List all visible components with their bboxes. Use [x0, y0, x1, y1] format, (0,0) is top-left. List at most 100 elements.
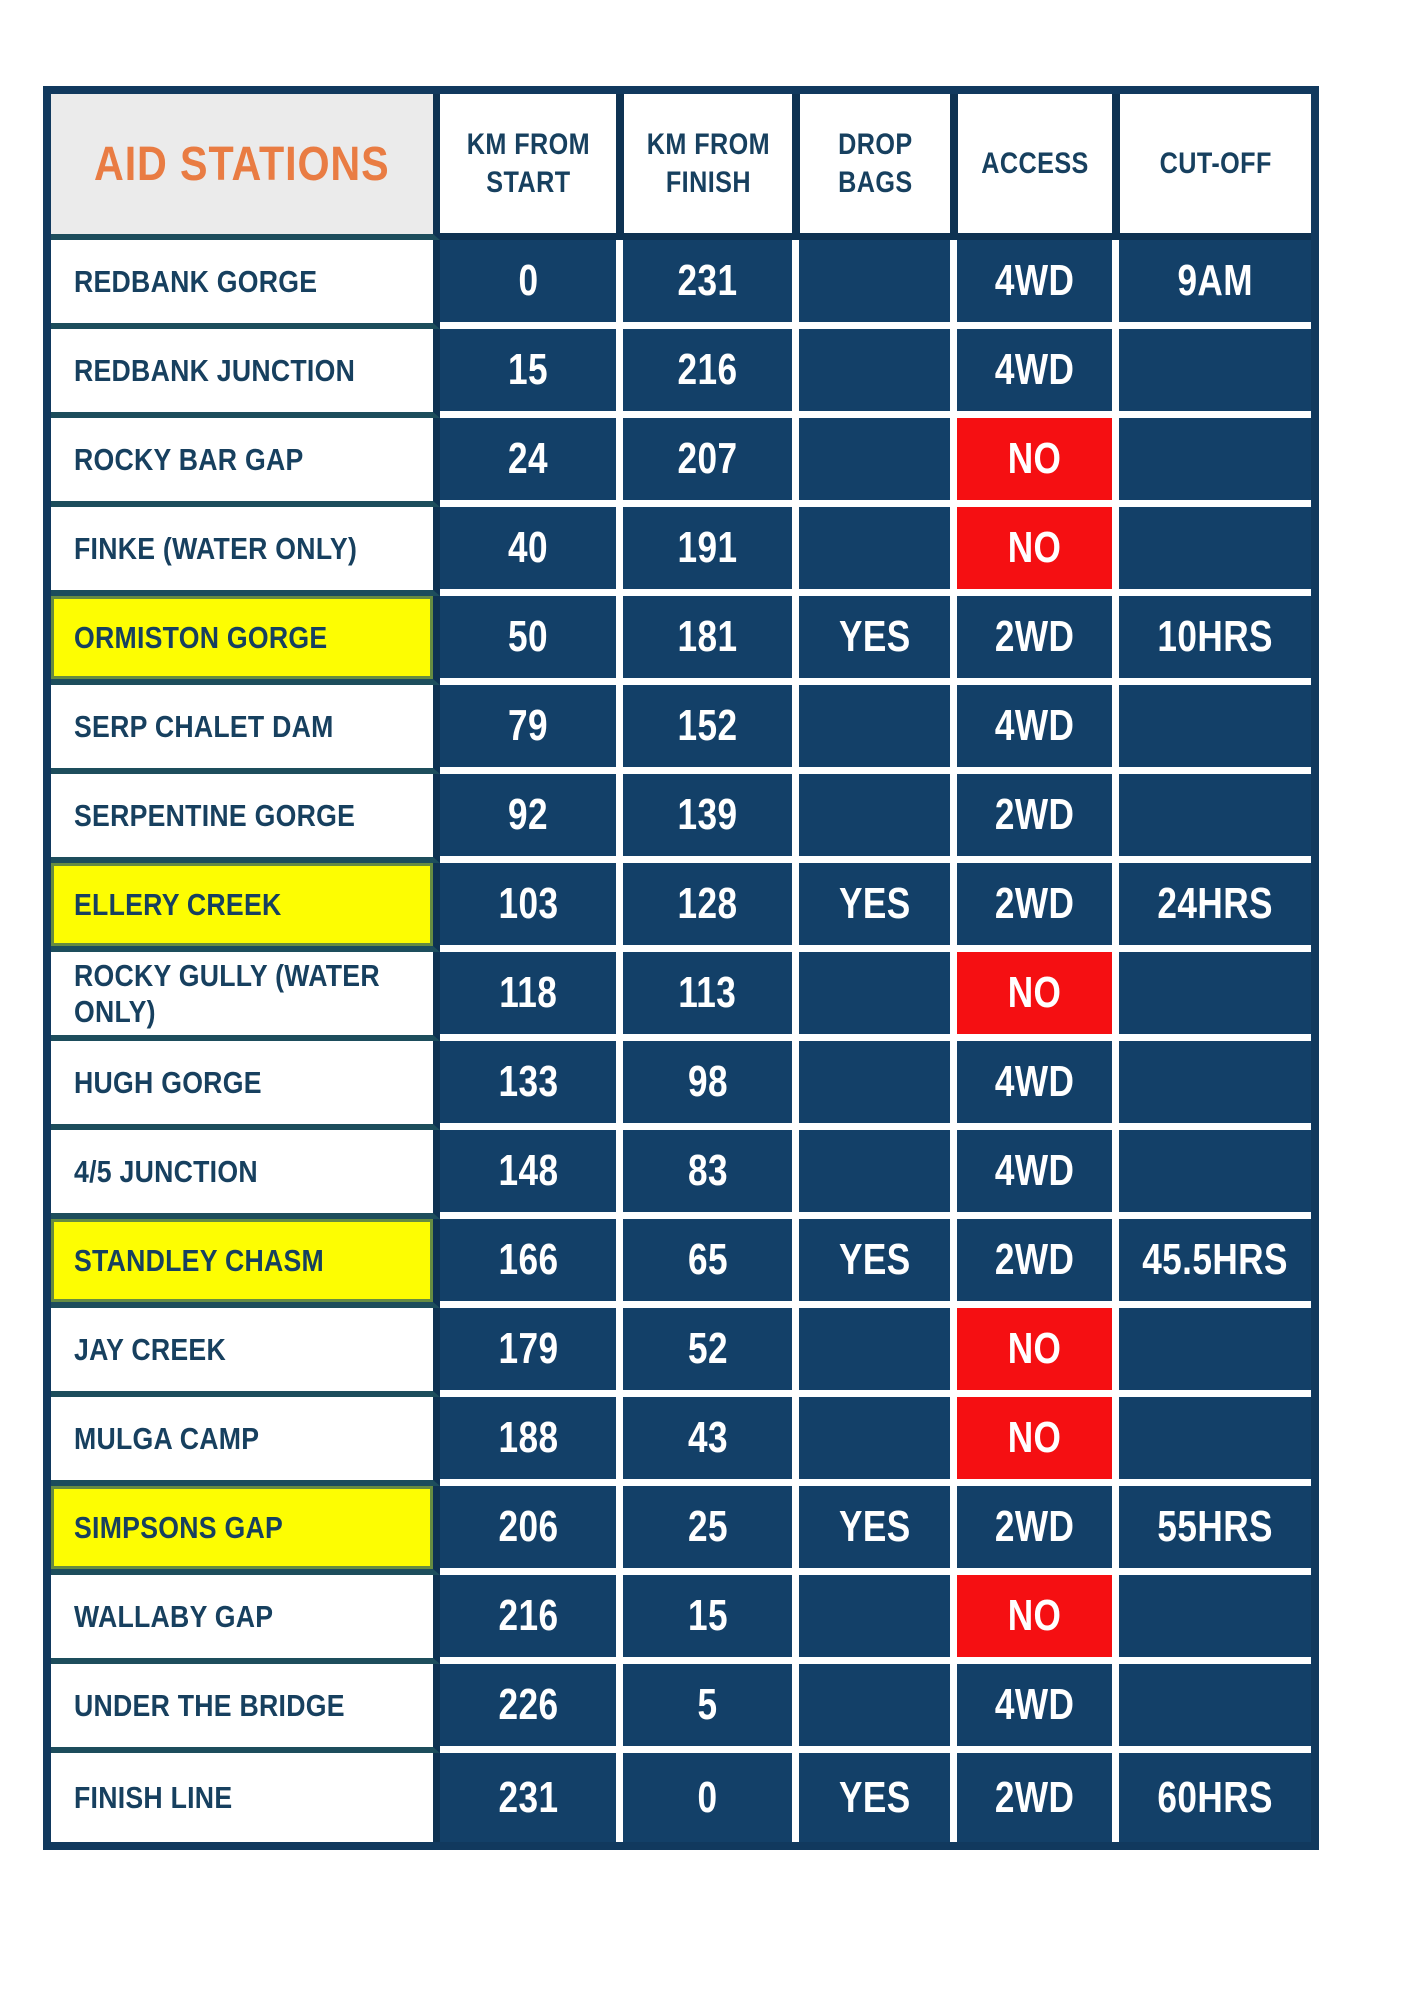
access-cell: NO [950, 1575, 1112, 1664]
station-name-cell: HUGH GORGE [51, 1041, 440, 1130]
km-from-start-value: 15 [508, 345, 548, 394]
access-cell: 2WD [950, 596, 1112, 685]
access-cell: NO [950, 952, 1112, 1041]
access-cell: NO [950, 507, 1112, 596]
drop-bags-cell: YES [792, 1219, 950, 1308]
km-from-start-value: 226 [498, 1680, 558, 1729]
km-from-start-cell: 166 [440, 1219, 616, 1308]
km-from-start-cell: 226 [440, 1664, 616, 1753]
station-name-label: SERP CHALET DAM [74, 708, 334, 744]
station-name-label: REDBANK JUNCTION [74, 352, 356, 388]
km-from-start-cell: 103 [440, 863, 616, 952]
km-from-finish-cell: 65 [616, 1219, 792, 1308]
access-cell: 4WD [950, 1130, 1112, 1219]
station-name-cell: WALLABY GAP [51, 1575, 440, 1664]
km-from-start-cell: 15 [440, 329, 616, 418]
station-name-cell: REDBANK GORGE [51, 240, 440, 329]
drop-bags-cell [792, 952, 950, 1041]
km-from-finish-value: 52 [687, 1324, 728, 1373]
km-from-start-cell: 0 [440, 240, 616, 329]
km-from-finish-value: 216 [677, 345, 738, 394]
km-from-finish-value: 5 [697, 1680, 718, 1729]
km-from-finish-cell: 128 [616, 863, 792, 952]
cut-off-cell [1112, 1308, 1311, 1397]
drop-bags-cell: YES [792, 1486, 950, 1575]
km-from-finish-value: 181 [677, 612, 738, 661]
km-from-finish-cell: 181 [616, 596, 792, 685]
access-value: 2WD [994, 612, 1075, 661]
cut-off-cell [1112, 685, 1311, 774]
access-value: 2WD [994, 1772, 1075, 1822]
cut-off-cell [1112, 1041, 1311, 1130]
cut-off-value: 55HRS [1157, 1502, 1273, 1551]
km-from-start-cell: 206 [440, 1486, 616, 1575]
km-from-start-cell: 133 [440, 1041, 616, 1130]
cut-off-cell [1112, 1130, 1311, 1219]
km-from-start-value: 50 [508, 612, 548, 661]
access-value: 2WD [994, 790, 1075, 839]
km-from-finish-value: 0 [697, 1772, 718, 1822]
access-value: NO [1007, 1591, 1062, 1640]
cut-off-cell [1112, 507, 1311, 596]
cut-off-value: 24HRS [1157, 879, 1273, 928]
km-from-finish-value: 139 [677, 790, 738, 839]
access-cell: NO [950, 1397, 1112, 1486]
col-header-km-from-start-label: KM FROM START [466, 128, 590, 199]
drop-bags-cell [792, 685, 950, 774]
km-from-finish-cell: 52 [616, 1308, 792, 1397]
drop-bags-value: YES [838, 1772, 911, 1822]
drop-bags-value: YES [838, 879, 911, 928]
cut-off-cell: 45.5HRS [1112, 1219, 1311, 1308]
km-from-start-cell: 24 [440, 418, 616, 507]
station-name-cell: MULGA CAMP [51, 1397, 440, 1486]
cut-off-cell [1112, 418, 1311, 507]
station-name-label: JAY CREEK [74, 1331, 226, 1367]
km-from-finish-value: 65 [687, 1235, 728, 1284]
station-name-label: 4/5 JUNCTION [74, 1153, 258, 1189]
km-from-finish-cell: 0 [616, 1753, 792, 1842]
access-value: 2WD [994, 879, 1075, 928]
station-name-label: SIMPSONS GAP [74, 1509, 284, 1545]
drop-bags-cell [792, 1575, 950, 1664]
access-cell: 4WD [950, 329, 1112, 418]
km-from-start-value: 231 [498, 1772, 558, 1822]
cut-off-cell: 55HRS [1112, 1486, 1311, 1575]
km-from-start-value: 166 [498, 1235, 558, 1284]
station-name-cell: STANDLEY CHASM [51, 1219, 440, 1308]
cut-off-cell [1112, 1575, 1311, 1664]
km-from-start-value: 92 [508, 790, 548, 839]
drop-bags-cell [792, 418, 950, 507]
col-header-access: ACCESS [950, 94, 1112, 240]
aid-stations-table: AID STATIONS KM FROM START KM FROM FINIS… [43, 86, 1319, 1850]
cut-off-cell: 24HRS [1112, 863, 1311, 952]
km-from-finish-cell: 216 [616, 329, 792, 418]
drop-bags-cell [792, 1041, 950, 1130]
station-name-cell: FINISH LINE [51, 1753, 440, 1842]
station-name-label: REDBANK GORGE [74, 263, 318, 299]
km-from-finish-cell: 25 [616, 1486, 792, 1575]
drop-bags-cell: YES [792, 863, 950, 952]
km-from-start-value: 206 [498, 1502, 558, 1551]
station-name-cell: ROCKY BAR GAP [51, 418, 440, 507]
station-name-label: UNDER THE BRIDGE [74, 1687, 345, 1723]
access-value: NO [1007, 434, 1062, 483]
km-from-start-cell: 118 [440, 952, 616, 1041]
km-from-finish-cell: 5 [616, 1664, 792, 1753]
access-value: NO [1007, 1413, 1062, 1462]
cut-off-cell: 9AM [1112, 240, 1311, 329]
km-from-start-value: 148 [498, 1146, 558, 1195]
drop-bags-cell [792, 774, 950, 863]
access-cell: 4WD [950, 1041, 1112, 1130]
km-from-start-value: 216 [498, 1591, 558, 1640]
station-name-cell: SIMPSONS GAP [51, 1486, 440, 1575]
access-value: 4WD [994, 1057, 1075, 1106]
km-from-start-value: 0 [517, 256, 538, 305]
cut-off-cell [1112, 774, 1311, 863]
station-name-cell: FINKE (WATER ONLY) [51, 507, 440, 596]
col-header-cut-off: CUT-OFF [1112, 94, 1311, 240]
station-name-cell: ORMISTON GORGE [51, 596, 440, 685]
km-from-start-value: 24 [508, 434, 548, 483]
km-from-finish-value: 191 [677, 523, 738, 572]
km-from-finish-value: 25 [687, 1502, 728, 1551]
cut-off-cell [1112, 1397, 1311, 1486]
